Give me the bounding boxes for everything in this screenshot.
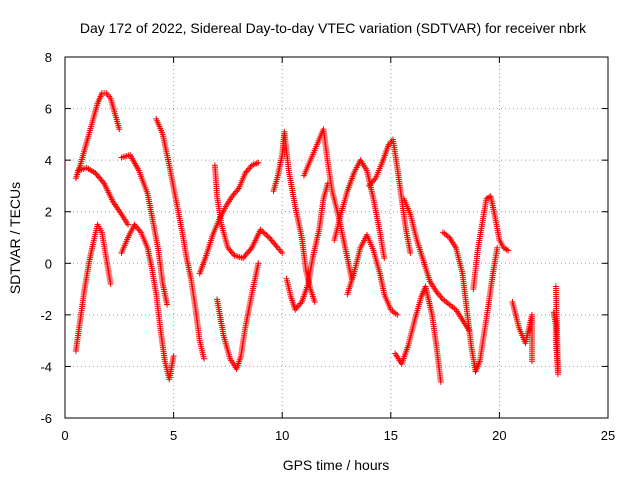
chart-title: Day 172 of 2022, Sidereal Day-to-day VTE…: [80, 20, 587, 36]
series-5: [118, 151, 171, 308]
data-point: [263, 231, 270, 238]
x-tick-label: 15: [384, 428, 398, 443]
x-tick-label: 5: [170, 428, 177, 443]
y-tick-label: 0: [45, 256, 52, 271]
y-tick-label: 2: [45, 205, 52, 220]
data-point: [99, 178, 106, 185]
data-point: [505, 247, 512, 254]
series-20: [509, 298, 535, 365]
series-21: [550, 283, 562, 378]
y-axis-label: SDTVAR / TECUs: [7, 182, 23, 294]
data-point: [255, 159, 262, 166]
y-tick-label: 8: [45, 50, 52, 65]
y-tick-label: -6: [40, 411, 52, 426]
data-point: [311, 298, 318, 305]
series-16: [392, 283, 444, 385]
data-point: [503, 246, 510, 253]
data-point: [552, 283, 559, 290]
data-point: [257, 226, 264, 233]
series-14: [344, 231, 401, 318]
series-15: [366, 136, 414, 256]
series-2: [75, 164, 131, 228]
series-8: [214, 260, 262, 373]
data-point: [124, 221, 131, 228]
data-point: [279, 249, 286, 256]
data-series: [72, 90, 562, 385]
data-point: [260, 229, 267, 236]
data-point: [164, 301, 171, 308]
series-7: [196, 159, 262, 277]
data-point: [394, 311, 401, 318]
x-tick-label: 0: [61, 428, 68, 443]
x-axis-label: GPS time / hours: [283, 457, 390, 473]
data-point: [407, 249, 414, 256]
series-9: [211, 162, 286, 262]
plot-frame: [64, 56, 609, 419]
series-13: [331, 157, 388, 262]
series-6: [153, 115, 208, 362]
data-point: [107, 280, 114, 287]
x-tick-label: 10: [275, 428, 289, 443]
series-4: [118, 221, 177, 383]
x-tick-label: 20: [492, 428, 506, 443]
x-tick-label: 25: [601, 428, 615, 443]
grid: [65, 57, 608, 418]
series-18: [439, 229, 501, 375]
data-point: [264, 233, 271, 240]
data-point: [255, 260, 262, 267]
y-tick-label: -2: [40, 308, 52, 323]
data-point: [261, 230, 268, 237]
data-point: [494, 244, 501, 251]
series-3: [72, 221, 114, 354]
data-point: [170, 353, 177, 360]
data-point: [528, 358, 535, 365]
data-point: [381, 255, 388, 262]
data-point: [247, 246, 254, 253]
data-point: [116, 126, 123, 133]
axis-ticks: 0 5 10 15 20 25 -6 -4 -2 0 2 4 6 8: [40, 50, 615, 443]
data-point: [201, 355, 208, 362]
y-tick-label: 6: [45, 102, 52, 117]
data-point: [437, 378, 444, 385]
data-point: [258, 228, 265, 235]
data-point: [273, 243, 280, 250]
y-tick-label: -4: [40, 359, 52, 374]
series-19: [470, 193, 512, 293]
y-tick-label: 4: [45, 153, 52, 168]
